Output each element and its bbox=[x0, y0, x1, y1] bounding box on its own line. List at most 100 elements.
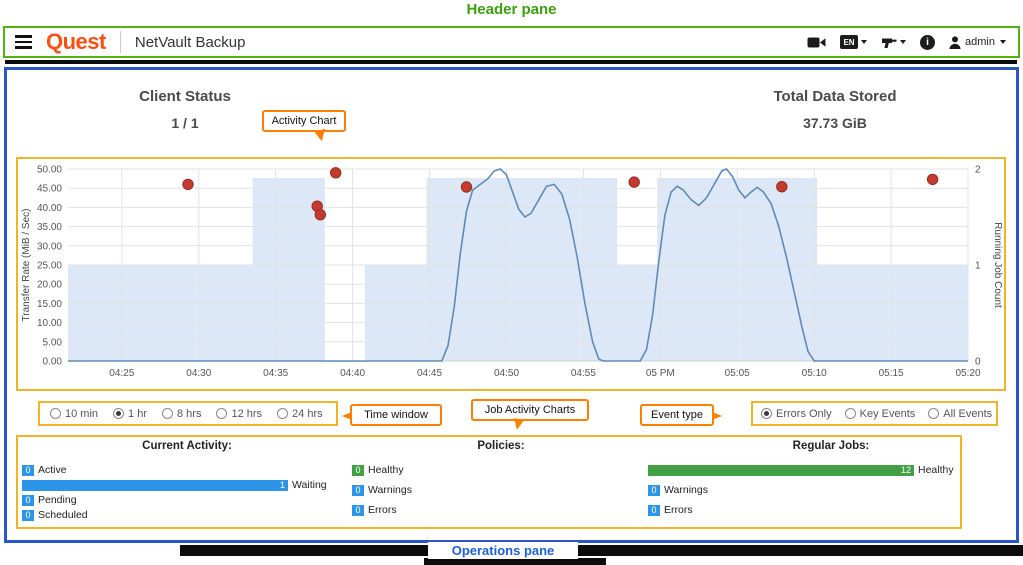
error-event-dot[interactable] bbox=[628, 176, 640, 188]
error-event-dot[interactable] bbox=[182, 178, 194, 191]
radio-label: Key Events bbox=[859, 407, 916, 420]
error-event-dot[interactable] bbox=[926, 173, 939, 186]
bar-segment: 0 bbox=[648, 504, 660, 516]
bar-segment: 0 bbox=[22, 464, 34, 476]
header-pane: Quest NetVault Backup EN i bbox=[3, 26, 1020, 58]
bar-label: Healthy bbox=[918, 464, 954, 476]
job-chart-bar-warnings[interactable]: 0 Warnings bbox=[648, 484, 958, 496]
y-axis-tick: 0.00 bbox=[43, 357, 63, 368]
radio-icon bbox=[216, 408, 228, 419]
y2-axis-label: Running Job Count bbox=[992, 222, 1003, 308]
event-type-option-all-events[interactable]: All Events bbox=[928, 408, 992, 420]
job-chart-bar-active[interactable]: 0 Active bbox=[22, 464, 352, 476]
bar-label: Scheduled bbox=[38, 509, 88, 521]
x-axis-tick: 04:45 bbox=[417, 368, 442, 379]
bar-segment: 1 bbox=[22, 479, 288, 491]
error-event-dot[interactable] bbox=[776, 181, 788, 193]
annotation-time-window: Time window bbox=[342, 404, 442, 426]
y-axis-tick: 40.00 bbox=[37, 203, 62, 214]
total-data-value: 37.73 GiB bbox=[803, 115, 867, 131]
radio-icon bbox=[277, 408, 289, 419]
policies-title: Policies: bbox=[477, 440, 525, 452]
error-event-dot[interactable] bbox=[460, 181, 473, 193]
job-activity-charts: Current Activity: 0 Active 1 Waiting 0 Pendin… bbox=[16, 435, 962, 529]
header-divider bbox=[119, 31, 121, 53]
activity-chart-svg[interactable]: 0.00 5.00 10.00 15.00 20.00 25.00 30.00 35.00 40… bbox=[18, 159, 1004, 389]
bar-label: Errors bbox=[664, 504, 693, 516]
job-chart-bar-pending[interactable]: 0 Pending bbox=[22, 494, 352, 506]
error-event-dot[interactable] bbox=[330, 167, 342, 179]
bar-segment: 0 bbox=[22, 509, 34, 521]
time-window-group: 10 min 1 hr 8 hrs 12 hrs 24 hrs bbox=[38, 401, 338, 426]
user-icon bbox=[949, 35, 961, 49]
annotation-text: Activity Chart bbox=[271, 115, 337, 127]
regular-jobs-chart: Regular Jobs: 12 Healthy 0 Warnings 0 Errors bbox=[648, 440, 958, 524]
annotation-header-pane-label: Header pane bbox=[466, 1, 557, 18]
client-status-value: 1 / 1 bbox=[171, 115, 199, 131]
radio-label: 1 hr bbox=[128, 407, 147, 420]
language-selector[interactable]: EN bbox=[840, 35, 868, 49]
quest-logo[interactable]: Quest bbox=[46, 29, 106, 54]
y-axis-tick: 10.00 bbox=[37, 318, 62, 329]
bar-segment: 0 bbox=[352, 484, 364, 496]
radio-icon bbox=[928, 408, 940, 419]
bar-label: Active bbox=[38, 464, 67, 476]
annotation-text: Time window bbox=[364, 409, 428, 421]
radio-label: All Events bbox=[943, 407, 993, 420]
bar-segment: 0 bbox=[352, 464, 364, 476]
y2-axis-tick: 0 bbox=[975, 357, 981, 368]
time-window-option-8-hrs[interactable]: 8 hrs bbox=[162, 408, 201, 420]
table-header-strip-2 bbox=[424, 558, 606, 565]
radio-label: 12 hrs bbox=[231, 407, 263, 420]
time-window-option-10-min[interactable]: 10 min bbox=[50, 408, 98, 420]
transfer-rate-line bbox=[68, 168, 968, 362]
y-axis-tick: 25.00 bbox=[37, 261, 62, 272]
y2-axis-tick: 1 bbox=[975, 261, 981, 272]
annotation-text: Event type bbox=[651, 409, 703, 421]
job-chart-bar-errors[interactable]: 0 Errors bbox=[352, 504, 650, 516]
video-tutorials-icon[interactable] bbox=[807, 36, 826, 49]
radio-icon bbox=[50, 408, 61, 419]
x-axis-tick: 04:30 bbox=[186, 368, 211, 379]
user-name: admin bbox=[965, 36, 995, 48]
bar-segment: 0 bbox=[352, 504, 364, 516]
user-menu[interactable]: admin bbox=[949, 35, 1006, 49]
time-window-option-1-hr[interactable]: 1 hr bbox=[113, 408, 147, 420]
policies-chart: Policies: 0 Healthy 0 Warnings 0 Errors bbox=[352, 440, 650, 524]
running-job-count-area bbox=[68, 178, 968, 361]
activity-chart[interactable]: 0.00 5.00 10.00 15.00 20.00 25.00 30.00 35.00 40… bbox=[16, 157, 1006, 391]
radio-label: Errors Only bbox=[776, 407, 832, 420]
x-axis-tick: 05:15 bbox=[879, 368, 904, 379]
x-axis-tick: 04:40 bbox=[340, 368, 365, 379]
y-axis-tick: 20.00 bbox=[37, 280, 62, 291]
time-window-option-24-hrs[interactable]: 24 hrs bbox=[277, 408, 323, 420]
event-type-option-key-events[interactable]: Key Events bbox=[844, 407, 916, 420]
bar-label: Errors bbox=[368, 504, 397, 516]
menu-icon[interactable] bbox=[15, 35, 32, 49]
radio-label: 24 hrs bbox=[292, 407, 323, 420]
job-chart-bar-healthy[interactable]: 12 Healthy bbox=[648, 464, 958, 476]
job-chart-bar-warnings[interactable]: 0 Warnings bbox=[352, 484, 650, 496]
bar-segment: 12 bbox=[648, 464, 914, 476]
time-window-option-12-hrs[interactable]: 12 hrs bbox=[216, 408, 262, 420]
radio-label: 10 min bbox=[65, 407, 99, 420]
job-chart-bar-waiting[interactable]: 1 Waiting bbox=[22, 479, 352, 491]
radio-icon bbox=[162, 408, 173, 419]
job-chart-bar-healthy[interactable]: 0 Healthy bbox=[352, 464, 650, 476]
event-type-option-errors-only[interactable]: Errors Only bbox=[761, 408, 832, 420]
app-title: NetVault Backup bbox=[134, 33, 246, 51]
error-event-dot[interactable] bbox=[314, 209, 326, 221]
annotation-activity-chart: Activity Chart bbox=[262, 110, 346, 143]
bar-label: Warnings bbox=[664, 484, 708, 496]
bar-label: Pending bbox=[38, 494, 77, 506]
current-activity-chart: Current Activity: 0 Active 1 Waiting 0 Pendin… bbox=[22, 440, 352, 524]
tools-icon bbox=[882, 38, 897, 48]
tools-menu[interactable] bbox=[881, 35, 907, 49]
job-chart-bar-scheduled[interactable]: 0 Scheduled bbox=[22, 509, 352, 521]
job-chart-bar-errors[interactable]: 0 Errors bbox=[648, 504, 958, 516]
annotation-text: Job Activity Charts bbox=[484, 404, 576, 416]
chevron-down-icon bbox=[861, 40, 868, 44]
bar-label: Waiting bbox=[292, 479, 327, 491]
info-icon[interactable]: i bbox=[920, 34, 936, 50]
